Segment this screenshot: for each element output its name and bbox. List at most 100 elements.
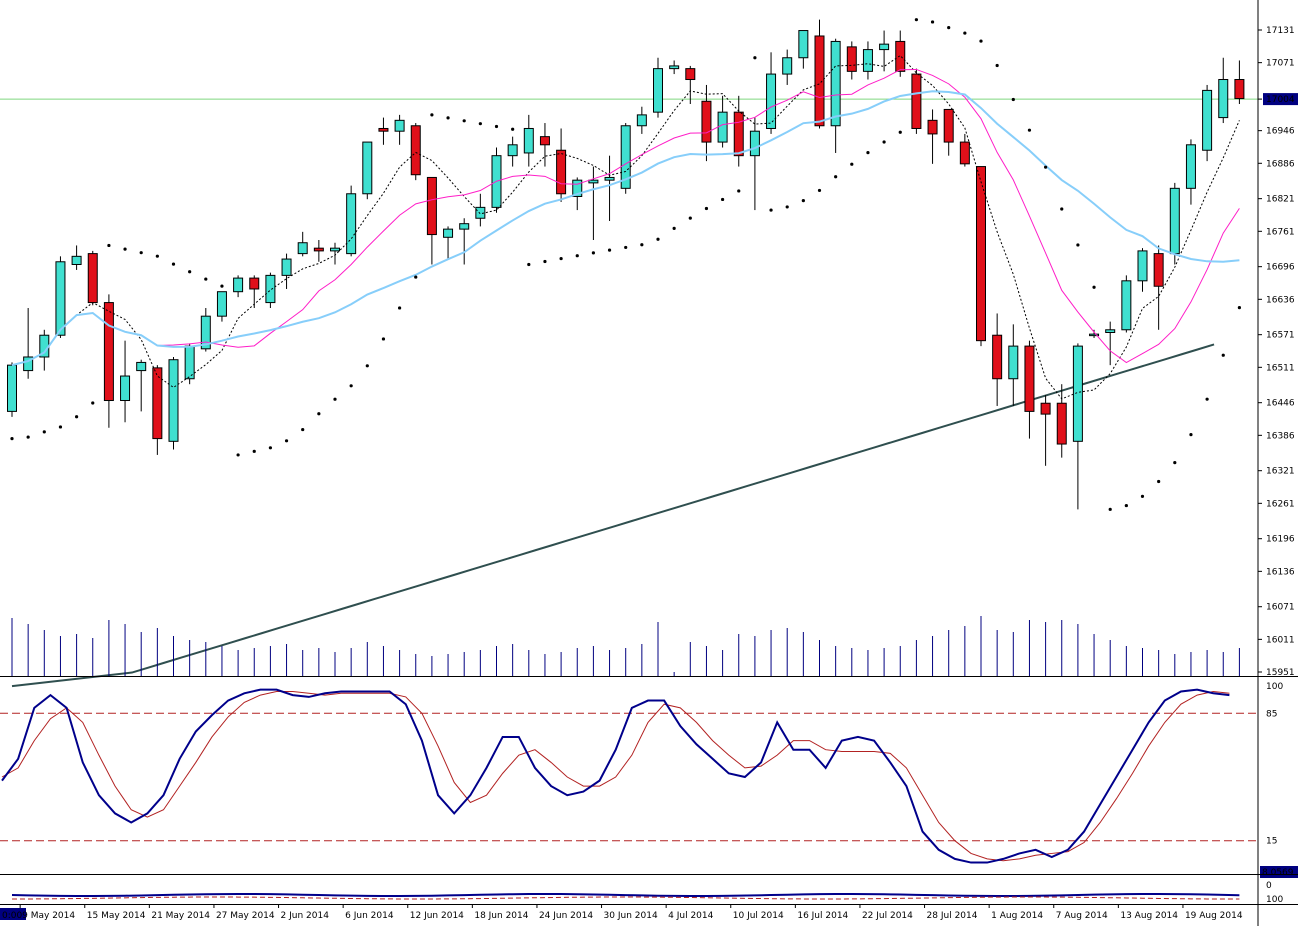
candle [7,362,17,417]
candle [1008,324,1019,406]
candle [669,60,680,75]
sar-dot [1011,97,1015,102]
candle [362,141,373,200]
price-tick-label: 16761 [1266,227,1295,237]
price-tick-label: 16946 [1266,127,1295,137]
candle [604,155,615,221]
candle [701,84,712,162]
price-tick-label: 16571 [1266,331,1295,341]
date-tick-label: 18 Jun 2014 [474,911,528,921]
sar-dot [10,436,14,441]
sar-dot [704,206,709,211]
sar-dot [656,237,660,241]
candle-body-down [814,35,825,127]
date-tick-label: 24 Jun 2014 [539,911,593,921]
candle [394,114,405,145]
sar-dot [381,337,386,341]
candle-body-down [1024,345,1035,412]
date-tick-label: 22 Jul 2014 [862,911,913,921]
candle [23,308,34,379]
candle [1185,139,1196,205]
sar-dot [930,20,935,24]
sar-dot [1237,306,1241,310]
price-tick-label: 16261 [1266,499,1295,509]
candle-body-up [523,127,534,154]
candle-body-down [1153,253,1164,287]
candle-body-up [798,30,809,59]
candle-body-up [653,68,663,113]
price-tick-label: 16321 [1266,467,1295,477]
date-tick-label: 2 Jun 2014 [281,911,330,921]
date-axis: 0:00 9 May 2014 15 May 2014 21 May 2014 27 … [0,904,1243,921]
stochastic-panel: 100 85 15 [0,682,1283,864]
candle [1153,245,1164,330]
sar-dot [979,39,983,43]
sar-dot [75,415,79,419]
candle [475,193,486,227]
price-tick-label: 16071 [1266,603,1295,613]
candle [927,109,938,164]
candle [539,123,550,167]
sar-dot [721,197,725,202]
candle [249,275,260,309]
sar-dot [607,248,612,252]
sar-dot [462,119,466,123]
candle-body-down [911,73,922,129]
sar-dot [898,130,902,134]
candle-body-up [7,364,17,412]
candle [911,68,922,134]
candle [766,52,777,134]
price-tick-label: 16136 [1266,567,1295,577]
date-tick-label: 4 Jul 2014 [668,911,713,921]
candle-body-down [152,367,163,440]
candle [216,291,227,322]
date-tick-label: 9 May 2014 [22,911,75,921]
sar-dot [42,430,46,434]
lower-indicator-value: 8.0569 [1262,868,1294,878]
candle [152,365,163,455]
lower-axis-label: 100 [1266,895,1283,905]
candle [1234,60,1245,104]
candle-body-up [1218,79,1229,119]
date-tick-label: 21 May 2014 [151,911,210,921]
candle-body-up [1121,280,1132,331]
sar-dot [1027,128,1032,132]
candle-body-down [846,46,857,72]
date-tick-label: 10 Jul 2014 [733,911,784,921]
candle [879,30,890,72]
candle-body-up [281,258,292,276]
candle-body-down [992,334,1003,380]
candle [685,65,696,104]
sar-dot [430,113,434,117]
sar-dot [801,199,805,203]
candle-body-up [120,375,131,402]
sar-dot [398,306,402,310]
sar-dot [478,122,482,126]
moving-average-lines [11,54,1240,400]
candle-body-up [297,242,308,255]
sar-dot [914,18,919,22]
candle [976,166,986,347]
sar-dot [91,401,95,405]
candle [410,123,421,181]
candle [556,128,567,202]
sar-dot [494,124,499,129]
price-axis: 17131 17071 17004 16946 16886 16821 16761 16696… [1258,26,1295,678]
sar-dot [220,284,224,288]
sar-dot [204,277,208,281]
sar-dot [139,251,143,255]
candle-body-up [766,73,777,129]
price-tick-label: 16886 [1266,159,1295,169]
sar-dot [575,254,579,258]
sar-dot [1076,243,1080,247]
candle [103,294,114,428]
candle [895,30,906,77]
sar-dot [672,226,676,230]
candle-body-up [830,40,841,127]
candle [281,253,292,289]
price-tick-label: 15951 [1266,668,1295,678]
current-price-marker: 17004 [0,93,1298,106]
candle [378,117,389,145]
